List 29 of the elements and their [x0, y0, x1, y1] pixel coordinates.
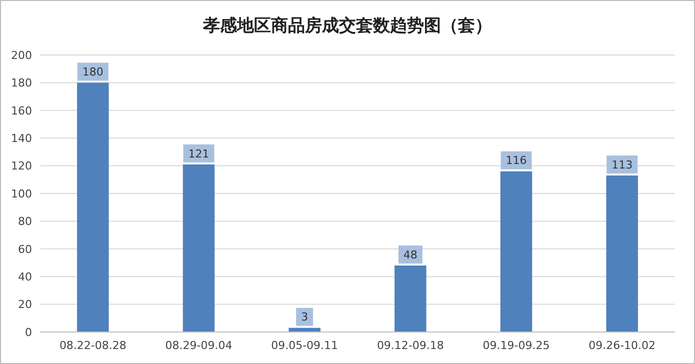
y-tick-label: 180 — [11, 76, 32, 90]
data-label: 113 — [612, 158, 633, 172]
bar — [394, 266, 426, 332]
x-tick-label: 09.19-09.25 — [482, 339, 550, 352]
y-tick-label: 120 — [11, 160, 32, 173]
data-label: 121 — [188, 147, 210, 160]
y-tick-label: 40 — [18, 270, 32, 284]
x-tick-label: 09.05-09.11 — [271, 339, 338, 352]
x-tick-label: 08.29-09.04 — [165, 339, 232, 352]
x-tick-label: 09.26-10.02 — [588, 339, 656, 352]
y-tick-label: 0 — [25, 326, 32, 339]
data-label: 48 — [403, 248, 418, 262]
bar — [606, 175, 638, 332]
chart-title: 孝感地区商品房成交套数趋势图（套） — [202, 16, 492, 36]
y-tick-label: 100 — [11, 187, 32, 200]
y-tick-label: 80 — [18, 215, 32, 228]
data-label: 3 — [301, 310, 308, 324]
data-label: 180 — [82, 66, 104, 79]
y-tick-label: 200 — [11, 48, 32, 62]
y-tick-label: 60 — [18, 242, 32, 256]
x-tick-label: 09.12-09.18 — [376, 339, 444, 352]
bar — [182, 164, 215, 332]
y-tick-label: 160 — [11, 104, 32, 118]
x-tick-label: 08.22-08.28 — [59, 339, 126, 352]
data-label: 116 — [506, 154, 527, 168]
y-tick-label: 20 — [18, 298, 32, 312]
bar — [500, 171, 532, 332]
y-tick-label: 140 — [11, 132, 32, 145]
bar — [77, 82, 109, 332]
